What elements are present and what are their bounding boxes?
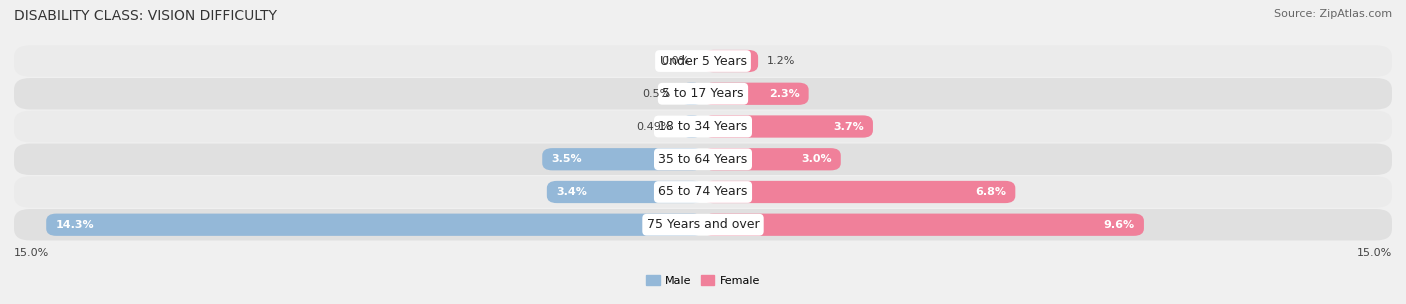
Text: Source: ZipAtlas.com: Source: ZipAtlas.com xyxy=(1274,9,1392,19)
FancyBboxPatch shape xyxy=(703,214,1144,236)
Text: Under 5 Years: Under 5 Years xyxy=(659,54,747,67)
FancyBboxPatch shape xyxy=(14,176,1392,208)
Text: 6.8%: 6.8% xyxy=(976,187,1007,197)
Text: 15.0%: 15.0% xyxy=(1357,248,1392,258)
Text: 35 to 64 Years: 35 to 64 Years xyxy=(658,153,748,166)
FancyBboxPatch shape xyxy=(14,45,1392,77)
FancyBboxPatch shape xyxy=(703,181,1015,203)
FancyBboxPatch shape xyxy=(681,83,703,105)
Text: 14.3%: 14.3% xyxy=(55,220,94,230)
FancyBboxPatch shape xyxy=(543,148,703,170)
FancyBboxPatch shape xyxy=(14,143,1392,175)
Text: 3.0%: 3.0% xyxy=(801,154,831,164)
FancyBboxPatch shape xyxy=(547,181,703,203)
Text: 0.49%: 0.49% xyxy=(636,122,671,132)
Text: 3.7%: 3.7% xyxy=(832,122,863,132)
Text: 0.5%: 0.5% xyxy=(643,89,671,99)
FancyBboxPatch shape xyxy=(703,50,758,72)
Text: 0.0%: 0.0% xyxy=(661,56,689,66)
FancyBboxPatch shape xyxy=(703,116,873,138)
Text: 1.2%: 1.2% xyxy=(768,56,796,66)
FancyBboxPatch shape xyxy=(703,148,841,170)
FancyBboxPatch shape xyxy=(14,111,1392,142)
FancyBboxPatch shape xyxy=(46,214,703,236)
Text: 5 to 17 Years: 5 to 17 Years xyxy=(662,87,744,100)
Text: 75 Years and over: 75 Years and over xyxy=(647,218,759,231)
Text: 18 to 34 Years: 18 to 34 Years xyxy=(658,120,748,133)
Text: 3.4%: 3.4% xyxy=(555,187,586,197)
FancyBboxPatch shape xyxy=(681,116,703,138)
Text: 65 to 74 Years: 65 to 74 Years xyxy=(658,185,748,199)
FancyBboxPatch shape xyxy=(14,209,1392,240)
Legend: Male, Female: Male, Female xyxy=(641,271,765,291)
FancyBboxPatch shape xyxy=(703,83,808,105)
Text: 2.3%: 2.3% xyxy=(769,89,800,99)
Text: 15.0%: 15.0% xyxy=(14,248,49,258)
Text: DISABILITY CLASS: VISION DIFFICULTY: DISABILITY CLASS: VISION DIFFICULTY xyxy=(14,9,277,23)
Text: 9.6%: 9.6% xyxy=(1104,220,1135,230)
Text: 3.5%: 3.5% xyxy=(551,154,582,164)
FancyBboxPatch shape xyxy=(14,78,1392,109)
